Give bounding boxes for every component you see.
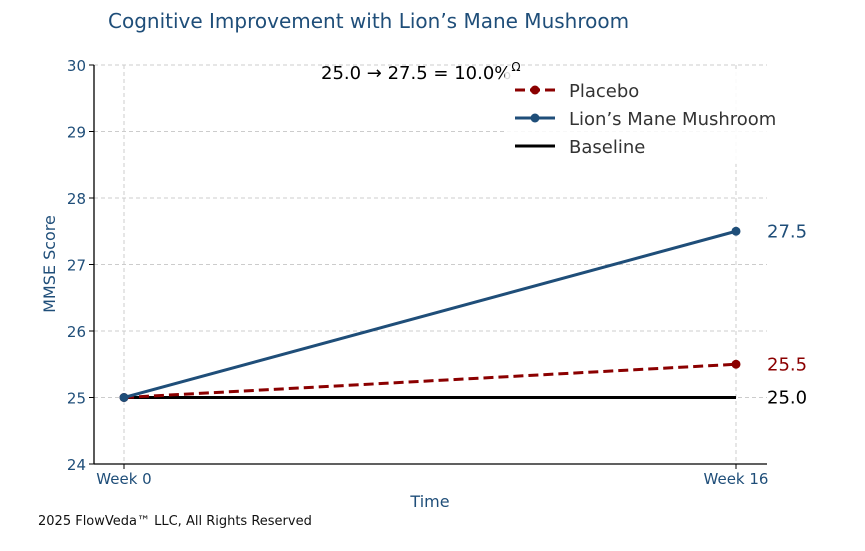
legend-label-placebo: Placebo [569, 81, 639, 102]
x-axis-label: Time [409, 492, 449, 511]
y-tick-label: 29 [67, 124, 86, 142]
end-label-lion-s-mane-mushroom: 27.5 [767, 221, 807, 242]
y-tick-label: 24 [67, 456, 86, 474]
svg-text:25.0 → 27.5 = 10.0%Ω: 25.0 → 27.5 = 10.0%Ω [321, 60, 521, 84]
series-line-placebo [123, 362, 737, 399]
annotation-text: 25.0 → 27.5 = 10.0% [321, 63, 511, 84]
y-tick-label: 30 [67, 57, 86, 75]
x-tick-label: Week 0 [96, 470, 151, 488]
legend-label-baseline: Baseline [569, 137, 645, 158]
data-point-lion-s-mane-mushroom [731, 226, 741, 236]
y-tick-label: 26 [67, 323, 86, 341]
end-label-placebo: 25.5 [767, 354, 807, 375]
legend-label-lion-s-mane-mushroom: Lion’s Mane Mushroom [569, 109, 776, 130]
x-tick-label: Week 16 [704, 470, 769, 488]
chart-title: Cognitive Improvement with Lion’s Mane M… [108, 9, 629, 33]
end-label-baseline: 25.0 [767, 388, 807, 409]
series-line-lion-s-mane-mushroom [123, 229, 737, 399]
legend-marker-placebo [530, 85, 540, 95]
legend: Placebo Lion’s Mane Mushroom Baseline [505, 72, 795, 164]
y-tick-label: 28 [67, 190, 86, 208]
footer-copyright: 2025 FlowVeda™ LLC, All Rights Reserved [38, 514, 312, 529]
legend-marker-lion-s-mane-mushroom [530, 113, 540, 123]
data-point-placebo [731, 359, 741, 369]
y-axis-label: MMSE Score [40, 215, 59, 313]
annotation: 25.0 → 27.5 = 10.0%Ω [321, 60, 521, 84]
y-tick-label: 25 [67, 390, 86, 408]
y-tick-label: 27 [67, 257, 86, 275]
data-point-lion-s-mane-mushroom [119, 393, 129, 402]
annotation-superscript: Ω [511, 60, 520, 74]
